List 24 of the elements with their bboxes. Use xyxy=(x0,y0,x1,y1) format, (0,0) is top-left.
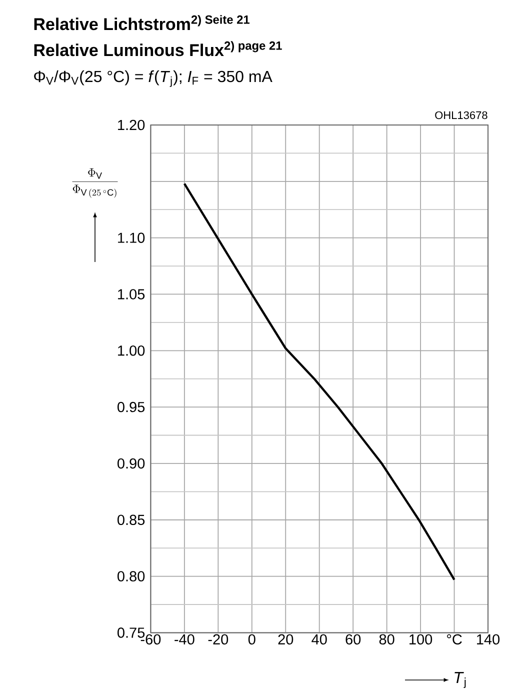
x-tick-label: 100 xyxy=(410,634,432,644)
chart-subtitle: Relative Luminous Flux$^{2) page 21}$ xyxy=(34,41,282,56)
x-tick-label: -20 xyxy=(208,634,228,644)
text: Φ$_{V}$/Φ$_{V}$(25 °C) = f(T$_{j}$); I$_{F}$ = 350 mA xyxy=(34,70,272,87)
x-tick-label: 60 xyxy=(346,634,361,644)
text: OHL13678 xyxy=(435,111,488,120)
y-tick-label: 0.90 xyxy=(118,458,145,469)
y-axis-title: $\frac{\Phi_{\mathrm{V}}}{\Phi_{\mathrm{V}\,(25\,^{\circ}\mathrm{C})}}$ xyxy=(72,168,118,198)
y-tick-label: 1.20 xyxy=(118,120,145,130)
y-tick-label: 1.10 xyxy=(118,232,145,243)
y-tick-label: 0.80 xyxy=(118,571,145,582)
x-tick-label: °C xyxy=(447,634,462,644)
x-tick-label: 40 xyxy=(312,634,327,644)
y-tick-label: 1.00 xyxy=(118,346,145,356)
chart-title: Relative Lichtstrom$^{2) Seite 21}$ xyxy=(34,15,250,30)
y-tick-label: 0.95 xyxy=(118,402,145,412)
x-tick-label: -40 xyxy=(174,634,194,644)
x-tick-label: 0 xyxy=(248,634,256,644)
x-tick-label: 140 xyxy=(477,634,500,644)
y-tick-label: 1.05 xyxy=(118,289,145,300)
y-tick-label: 0.85 xyxy=(118,514,145,526)
x-tick-label: 80 xyxy=(379,634,394,644)
x-tick-label: 20 xyxy=(278,634,294,644)
x-axis-title: T$_{j}$ xyxy=(454,672,466,688)
